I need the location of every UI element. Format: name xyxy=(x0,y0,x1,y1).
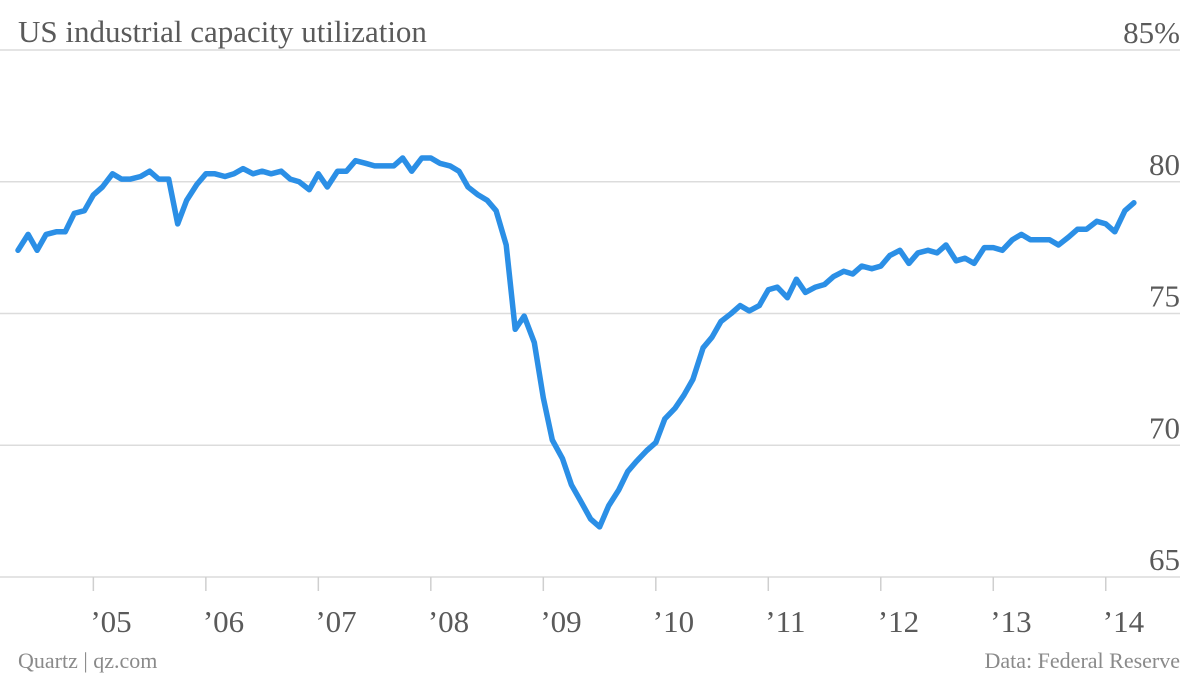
data-line xyxy=(15,155,1137,530)
y-tick-label: 75 xyxy=(1149,279,1180,314)
x-tick-label: ’10 xyxy=(653,604,694,639)
y-tick-label: 85% xyxy=(1123,15,1180,50)
source: Data: Federal Reserve xyxy=(985,648,1180,673)
x-tick-label: ’13 xyxy=(990,604,1031,639)
y-tick-label: 80 xyxy=(1149,147,1180,182)
x-tick-label: ’09 xyxy=(540,604,581,639)
x-tick-label: ’11 xyxy=(765,604,805,639)
x-tick-label: ’08 xyxy=(428,604,469,639)
x-tick-label: ’07 xyxy=(315,604,356,639)
x-tick-label: ’14 xyxy=(1103,604,1145,639)
y-tick-label: 65 xyxy=(1149,542,1180,577)
x-tick-label: ’05 xyxy=(90,604,131,639)
credit: Quartz | qz.com xyxy=(18,648,157,673)
x-tick-label: ’06 xyxy=(203,604,244,639)
x-tick-label: ’12 xyxy=(878,604,919,639)
y-tick-label: 70 xyxy=(1149,410,1180,445)
chart-title: US industrial capacity utilization xyxy=(18,14,427,49)
